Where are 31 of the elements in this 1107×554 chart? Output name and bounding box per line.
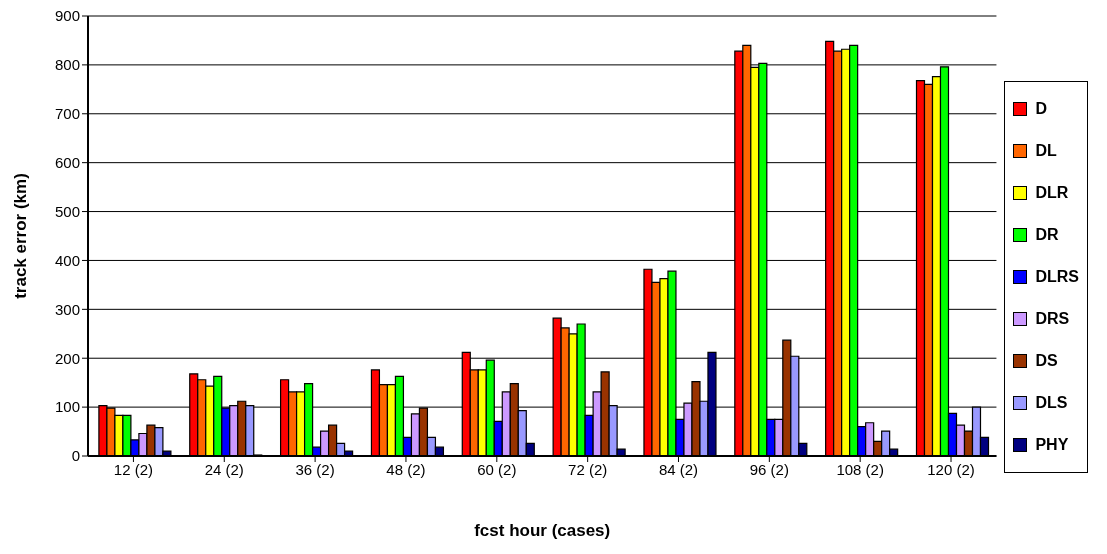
x-tick-label: 72 (2)	[568, 460, 608, 478]
x-tick-label: 96 (2)	[749, 460, 789, 478]
y-tick-label: 700	[54, 105, 80, 123]
legend-label: DLRS	[1035, 268, 1079, 286]
x-tick-label: 60 (2)	[477, 460, 517, 478]
x-tick-label: 48 (2)	[386, 460, 426, 478]
x-tick-label: 12 (2)	[113, 460, 154, 478]
x-tick-label: 84 (2)	[658, 460, 699, 478]
y-tick-label: 300	[54, 300, 80, 318]
x-tick-label: 108 (2)	[836, 460, 884, 478]
legend-label: DLR	[1035, 184, 1069, 202]
y-tick-label: 400	[54, 251, 80, 269]
y-tick-label: 900	[54, 7, 80, 25]
legend-label: DLS	[1035, 394, 1068, 412]
x-axis-title: fcst hour (cases)	[474, 521, 611, 540]
legend-label: D	[1035, 100, 1047, 118]
y-axis-title: track error (km)	[11, 173, 31, 299]
y-tick-label: 100	[54, 398, 80, 416]
y-tick-label: 800	[54, 56, 80, 74]
legend-label: PHY	[1035, 436, 1069, 454]
y-tick-label: 500	[54, 202, 80, 220]
legend-label: DS	[1035, 352, 1058, 370]
x-tick-label: 36 (2)	[295, 460, 335, 478]
legend-label: DRS	[1035, 310, 1070, 328]
y-tick-label: 600	[54, 153, 80, 171]
y-tick-label: 200	[54, 349, 80, 367]
legend-label: DR	[1035, 226, 1059, 244]
y-tick-label: 0	[71, 447, 80, 465]
legend-label: DL	[1035, 142, 1057, 160]
x-tick-label: 24 (2)	[204, 460, 244, 478]
x-tick-label: 120 (2)	[927, 460, 975, 478]
